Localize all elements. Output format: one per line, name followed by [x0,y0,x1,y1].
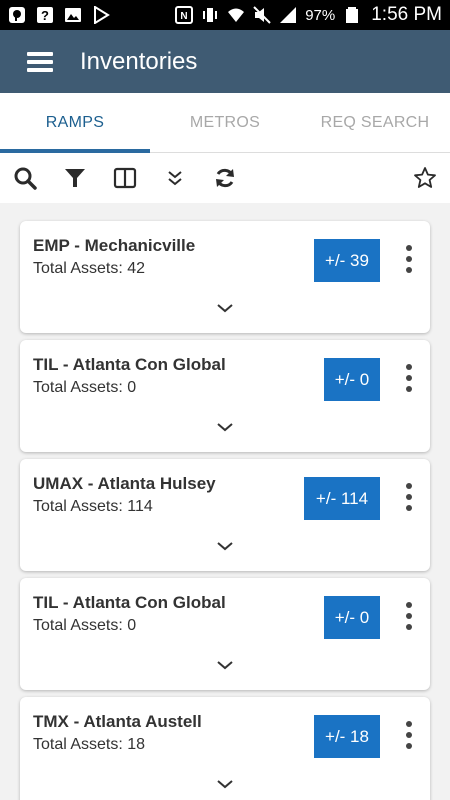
columns-button[interactable] [100,153,150,203]
more-options-icon[interactable] [402,364,416,392]
card-total-assets: Total Assets: 114 [33,498,153,515]
adjust-button[interactable]: +/- 39 [314,239,380,282]
more-options-icon[interactable] [402,483,416,511]
signal-icon [279,6,297,24]
star-icon [414,167,436,188]
image-icon [64,6,82,24]
mute-icon [253,6,271,24]
adjust-button[interactable]: +/- 114 [304,477,380,520]
tab-bar: RAMPS METROS REQ SEARCH [0,93,450,153]
tab-metros[interactable]: METROS [189,113,261,131]
card-total-assets: Total Assets: 0 [33,379,137,396]
app-bar: Inventories [0,30,450,93]
play-store-icon [92,6,110,24]
search-button[interactable] [0,153,50,203]
filter-button[interactable] [50,153,100,203]
chevron-down-icon[interactable] [215,420,235,434]
card-title: EMP - Mechanicville [33,236,196,255]
tab-req-search[interactable]: REQ SEARCH [320,113,430,131]
vibrate-icon [201,6,219,24]
toolbar [0,153,450,203]
adjust-button[interactable]: +/- 0 [324,358,380,401]
chevron-down-icon[interactable] [215,777,235,791]
inventory-card[interactable]: TIL - Atlanta Con Global Total Assets: 0… [20,578,430,690]
tab-ramps[interactable]: RAMPS [0,93,150,153]
wifi-icon [227,6,245,24]
nfc-icon: N [175,6,194,24]
double-chevron-down-icon [168,171,182,186]
search-icon [14,167,37,190]
refresh-button[interactable] [200,153,250,203]
more-options-icon[interactable] [402,602,416,630]
more-options-icon[interactable] [402,721,416,749]
chevron-down-icon[interactable] [215,539,235,553]
card-title: TMX - Atlanta Austell [33,712,202,731]
status-bar: ? N 97% 1:56 PM [0,0,450,30]
inventory-card[interactable]: TIL - Atlanta Con Global Total Assets: 0… [20,340,430,452]
svg-text:N: N [181,11,188,22]
question-icon: ? [36,6,54,24]
adjust-button[interactable]: +/- 18 [314,715,380,758]
inventory-card[interactable]: TMX - Atlanta Austell Total Assets: 18 +… [20,697,430,800]
adjust-button[interactable]: +/- 0 [324,596,380,639]
chevron-down-icon[interactable] [215,658,235,672]
columns-icon [113,167,137,189]
favorite-button[interactable] [400,153,450,203]
expand-all-button[interactable] [150,153,200,203]
chevron-down-icon[interactable] [215,301,235,315]
card-total-assets: Total Assets: 0 [33,617,137,634]
card-title: UMAX - Atlanta Hulsey [33,474,216,493]
svg-text:?: ? [41,8,49,23]
inventory-list: EMP - Mechanicville Total Assets: 42 +/-… [0,203,450,800]
card-title: TIL - Atlanta Con Global [33,593,226,612]
pinterest-icon [8,6,26,24]
card-title: TIL - Atlanta Con Global [33,355,226,374]
hamburger-menu-icon [27,51,53,72]
menu-button[interactable] [0,30,80,93]
refresh-icon [216,168,234,188]
more-options-icon[interactable] [402,245,416,273]
battery-icon [343,6,361,24]
filter-icon [65,169,85,187]
card-total-assets: Total Assets: 18 [33,736,146,753]
battery-level: 97% [305,6,336,24]
card-total-assets: Total Assets: 42 [33,260,146,277]
inventory-card[interactable]: EMP - Mechanicville Total Assets: 42 +/-… [20,221,430,333]
page-title: Inventories [80,47,198,75]
inventory-card[interactable]: UMAX - Atlanta Hulsey Total Assets: 114 … [20,459,430,571]
clock: 1:56 PM [371,4,442,25]
